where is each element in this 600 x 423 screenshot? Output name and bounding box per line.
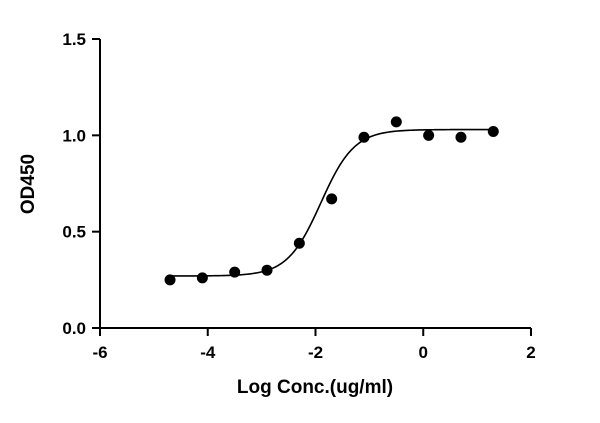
data-point: [196, 272, 208, 284]
y-tick-label: 0.5: [62, 223, 86, 242]
data-point: [326, 193, 338, 205]
data-point: [487, 125, 499, 137]
axes: [99, 39, 531, 329]
data-point: [261, 264, 273, 276]
tick-group: -6 -4 -2 0 2 0.0 0.5 1.0 1.5: [62, 30, 535, 362]
y-axis-title: OD450: [18, 154, 39, 214]
data-point: [358, 131, 370, 143]
x-tick-label: -6: [92, 343, 107, 362]
x-tick-label: -4: [200, 343, 216, 362]
data-point: [293, 237, 305, 249]
x-axis-title: Log Conc.(ug/ml): [237, 377, 393, 398]
x-tick-label: -2: [308, 343, 323, 362]
y-tick-label: 1.5: [62, 30, 86, 49]
x-tick-label: 0: [419, 343, 428, 362]
data-point: [164, 274, 176, 286]
fit-curve: [170, 128, 494, 277]
y-tick-label: 1.0: [62, 126, 86, 145]
data-point: [229, 266, 241, 278]
data-point: [423, 129, 435, 141]
y-tick-label: 0.0: [62, 319, 86, 338]
data-points: [164, 116, 499, 286]
data-point: [390, 116, 402, 128]
data-point: [455, 131, 467, 143]
x-tick-label: 2: [526, 343, 535, 362]
